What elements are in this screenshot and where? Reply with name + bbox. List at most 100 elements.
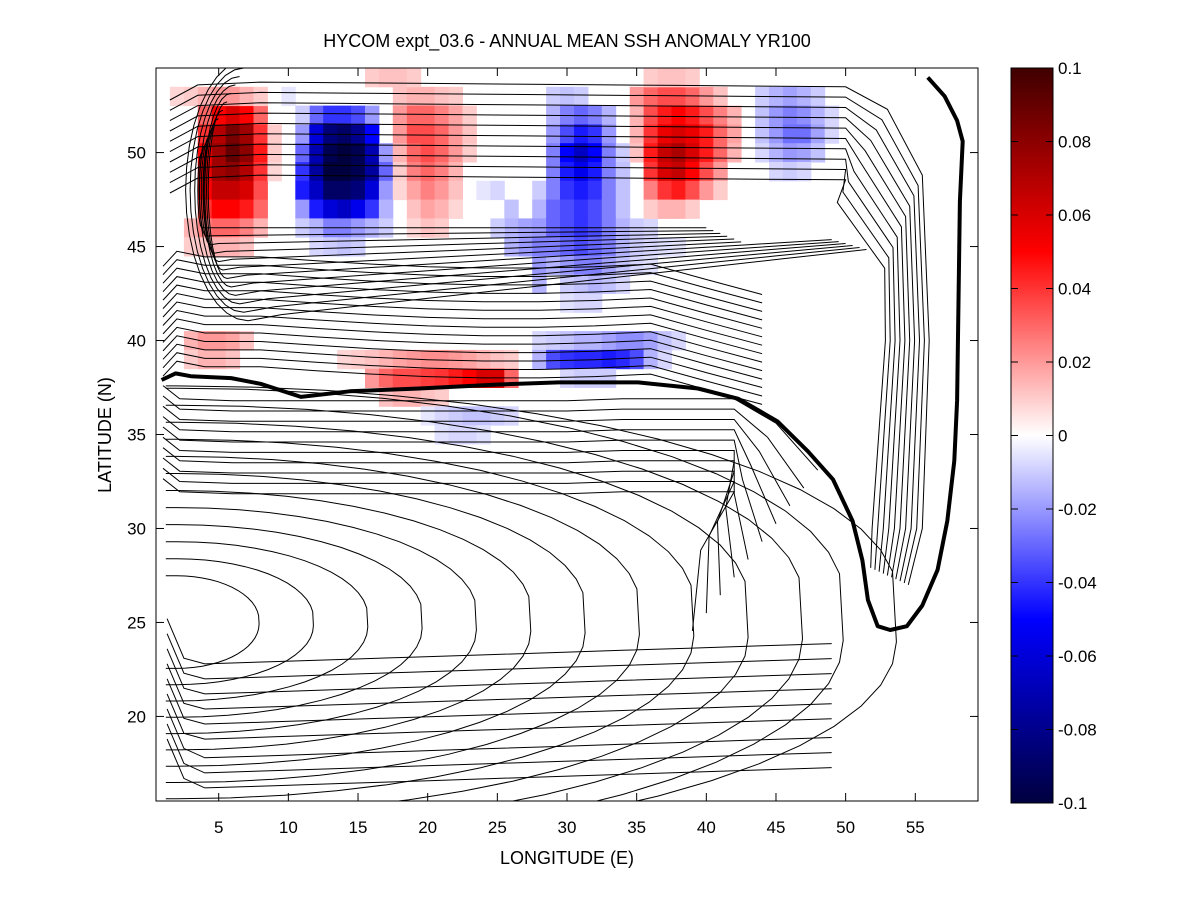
anomaly-cell [587,368,603,388]
anomaly-cell [587,237,603,257]
anomaly-cell [211,143,227,163]
anomaly-cell [197,331,213,351]
x-tick-label: 25 [488,818,507,837]
ssh-contour-line [204,118,735,263]
anomaly-cell [643,199,658,219]
anomaly-cell [685,105,700,125]
anomaly-cell [295,105,310,125]
anomaly-cell [406,162,422,182]
anomaly-cell [239,331,254,351]
anomaly-cell [629,349,645,370]
ssh-contour-line [162,416,777,524]
y-tick-label: 50 [127,144,146,163]
anomaly-cell [351,349,366,370]
anomaly-cell [406,68,422,88]
anomaly-cell [239,105,254,125]
ssh-contour-line [207,101,832,280]
anomaly-cell [574,86,589,107]
anomaly-cell [574,199,589,219]
anomaly-cell [546,86,561,107]
anomaly-cell [378,349,394,370]
anomaly-cell [295,199,310,219]
anomaly-cell [434,425,449,445]
anomaly-cell [225,162,241,182]
anomaly-cell [574,293,589,313]
anomaly-cell [643,105,658,125]
ssh-contour-line [198,84,846,296]
anomaly-cell [560,368,575,388]
ssh-contour-line [162,385,819,471]
anomaly-cell [755,105,770,125]
anomaly-cell [574,237,589,257]
anomaly-cell [448,162,463,182]
anomaly-cell [183,349,199,370]
anomaly-cell [309,105,324,125]
y-tick-label: 25 [127,613,146,632]
anomaly-cell [434,387,449,407]
anomaly-cell [532,331,547,351]
anomaly-cell [476,406,491,426]
anomaly-cell [546,124,561,144]
anomaly-cell [378,143,394,163]
anomaly-cell [601,162,617,182]
anomaly-cell [253,86,268,107]
anomaly-cell [657,199,672,219]
anomaly-cell [323,237,338,257]
anomaly-cell [406,199,422,219]
anomaly-cell [643,86,658,107]
anomaly-cell [824,124,840,144]
anomaly-cell [448,406,463,426]
anomaly-cell [810,143,826,163]
anomaly-cell [392,387,408,407]
anomaly-cell [378,162,394,182]
anomaly-cell [560,162,575,182]
anomaly-cell [462,425,477,445]
ssh-contour-line [162,395,805,489]
anomaly-cell [824,105,840,125]
zero-contour-line [160,76,965,632]
anomaly-cell [239,143,254,163]
anomaly-cell [253,180,268,201]
anomaly-cell [629,143,645,163]
ssh-contour-line [162,436,749,560]
anomaly-cell [225,143,241,163]
anomaly-cell [713,105,728,125]
anomaly-cell [615,143,631,163]
ssh-contour-line [162,343,763,388]
anomaly-cell [699,180,714,201]
anomaly-cell [713,143,728,163]
ssh-contour-line [165,524,423,718]
x-tick-label: 40 [697,818,716,837]
anomaly-cell [657,143,672,163]
anomaly-cell [755,143,770,163]
anomaly-cell [462,368,477,388]
anomaly-cell [337,162,352,182]
anomaly-cell [727,143,742,163]
anomaly-cell [392,180,408,201]
ssh-contour-line [162,426,763,542]
ssh-contour-line [169,133,906,576]
anomaly-cell [392,162,408,182]
anomaly-cell [365,124,380,144]
x-tick-label: 10 [279,818,298,837]
anomaly-cell [671,105,686,125]
anomaly-cell [560,237,575,257]
anomaly-cell [351,237,366,257]
ssh-contour-line [185,68,867,322]
anomaly-cell [323,180,338,201]
anomaly-cell [448,199,463,219]
anomaly-cell [476,180,491,201]
anomaly-cell [560,199,575,219]
chart-title: HYCOM expt_03.6 - ANNUAL MEAN SSH ANOMAL… [323,31,811,52]
anomaly-cell [587,180,603,201]
anomaly-cell [420,105,436,125]
anomaly-cell [434,143,449,163]
anomaly-cell [601,180,617,201]
anomaly-cell [532,199,547,219]
anomaly-cell [295,143,310,163]
anomaly-cell [546,162,561,182]
anomaly-cell [448,180,463,201]
anomaly-cell [574,143,589,163]
anomaly-cell [657,86,672,107]
